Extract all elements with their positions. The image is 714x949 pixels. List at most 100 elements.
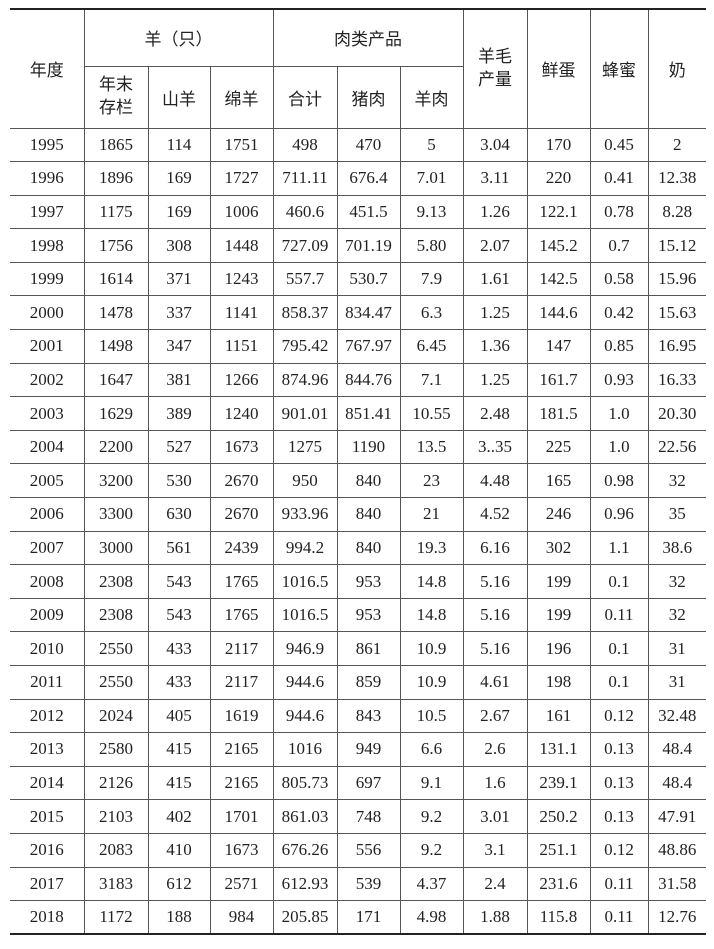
table-cell: 196 [526, 631, 591, 666]
table-cell: 0.13 [589, 765, 649, 801]
table-cell: 861.03 [272, 799, 338, 834]
table-cell: 2005 [10, 463, 85, 499]
table-cell: 2002 [10, 362, 85, 398]
table-cell: 1498 [83, 329, 149, 364]
table-cell: 205.85 [272, 900, 338, 936]
table-cell: 984 [209, 900, 274, 936]
table-cell: 0.13 [589, 799, 649, 834]
table-row: 2010 2550 433 2117 946.9 861 10.9 5.16 196 0.1 31 [10, 631, 706, 666]
table-cell: 1619 [209, 698, 274, 734]
table-cell: 994.2 [272, 530, 338, 566]
table-cell: 48.4 [647, 732, 706, 767]
table-cell: 0.1 [589, 631, 649, 666]
table-cell: 15.96 [647, 261, 706, 297]
table-cell: 198 [526, 665, 591, 700]
table-cell: 2165 [209, 765, 274, 801]
table-cell: 944.6 [272, 698, 338, 734]
table-cell: 2571 [209, 866, 274, 902]
table-cell: 308 [147, 228, 211, 263]
table-cell: 14.8 [399, 564, 464, 599]
table-cell: 239.1 [526, 765, 591, 801]
table-cell: 6.6 [399, 732, 464, 767]
table-cell: 402 [147, 799, 211, 834]
table-cell: 3300 [83, 497, 149, 532]
header-cell: 合计 [272, 65, 338, 129]
table-cell: 0.1 [589, 665, 649, 700]
table-cell: 415 [147, 765, 211, 801]
table-cell: 676.4 [336, 161, 401, 196]
table-row: 2008 2308 543 1765 1016.5 953 14.8 5.16 199 0.1 32 [10, 564, 706, 599]
table-cell: 433 [147, 665, 211, 700]
table-cell: 13.5 [399, 429, 464, 465]
table-cell: 2 [647, 127, 706, 163]
table-cell: 1.88 [462, 900, 528, 936]
table-cell: 188 [147, 900, 211, 936]
table-cell: 0.41 [589, 161, 649, 196]
table-cell: 901.01 [272, 396, 338, 431]
table-cell: 1673 [209, 429, 274, 465]
table-cell: 843 [336, 698, 401, 734]
table-cell: 0.11 [589, 900, 649, 936]
table-cell: 147 [526, 329, 591, 364]
table-cell: 410 [147, 832, 211, 868]
table-cell: 170 [526, 127, 591, 163]
table-cell: 5.16 [462, 564, 528, 599]
table-cell: 144.6 [526, 295, 591, 331]
table-cell: 2000 [10, 295, 85, 331]
table-cell: 31 [647, 631, 706, 666]
table-cell: 32 [647, 463, 706, 499]
table-cell: 1614 [83, 261, 149, 297]
table-cell: 834.47 [336, 295, 401, 331]
table-cell: 1141 [209, 295, 274, 331]
table-cell: 199 [526, 564, 591, 599]
table-cell: 2018 [10, 900, 85, 936]
header-cell: 鲜蛋 [526, 8, 591, 129]
table-cell: 4.98 [399, 900, 464, 936]
header-cell: 山羊 [147, 65, 211, 129]
table-cell: 21 [399, 497, 464, 532]
table-cell: 697 [336, 765, 401, 801]
table-cell: 15.12 [647, 228, 706, 263]
table-cell: 165 [526, 463, 591, 499]
header-cell: 猪肉 [336, 65, 401, 129]
table-cell: 527 [147, 429, 211, 465]
table-cell: 2117 [209, 665, 274, 700]
table-cell: 1.61 [462, 261, 528, 297]
table-cell: 5 [399, 127, 464, 163]
table-cell: 1997 [10, 194, 85, 230]
table-cell: 933.96 [272, 497, 338, 532]
table-cell: 1190 [336, 429, 401, 465]
table-cell: 3.04 [462, 127, 528, 163]
table-cell: 1.6 [462, 765, 528, 801]
table-cell: 19.3 [399, 530, 464, 566]
table-cell: 145.2 [526, 228, 591, 263]
table-cell: 0.42 [589, 295, 649, 331]
table-row: 1996 1896 169 1727 711.11 676.4 7.01 3.11 220 0.4… [10, 161, 706, 196]
header-cell: 年末存栏 [84, 65, 149, 129]
table-cell: 2.48 [462, 396, 528, 431]
table-cell: 498 [272, 127, 338, 163]
table-cell: 2015 [10, 799, 85, 834]
table-cell: 23 [399, 463, 464, 499]
table-cell: 561 [147, 530, 211, 566]
table-cell: 1175 [83, 194, 149, 230]
table-cell: 2117 [209, 631, 274, 666]
table-cell: 7.1 [399, 362, 464, 398]
table-cell: 1478 [83, 295, 149, 331]
table-cell: 859 [336, 665, 401, 700]
table-cell: 1727 [209, 161, 274, 196]
table-cell: 7.9 [399, 261, 464, 297]
table-cell: 5.80 [399, 228, 464, 263]
table-cell: 1896 [83, 161, 149, 196]
table-cell: 701.19 [336, 228, 401, 263]
table-cell: 451.5 [336, 194, 401, 230]
table-cell: 1006 [209, 194, 274, 230]
table-row: 1995 1865 114 1751 498 470 5 3.04 170 0.45 2 [10, 127, 706, 163]
table-cell: 4.52 [462, 497, 528, 532]
table-cell: 1.25 [462, 362, 528, 398]
table-cell: 4.61 [462, 665, 528, 700]
table-cell: 0.12 [589, 832, 649, 868]
table-cell: 2011 [10, 665, 85, 700]
table-cell: 2012 [10, 698, 85, 734]
table-cell: 12.76 [647, 900, 706, 936]
